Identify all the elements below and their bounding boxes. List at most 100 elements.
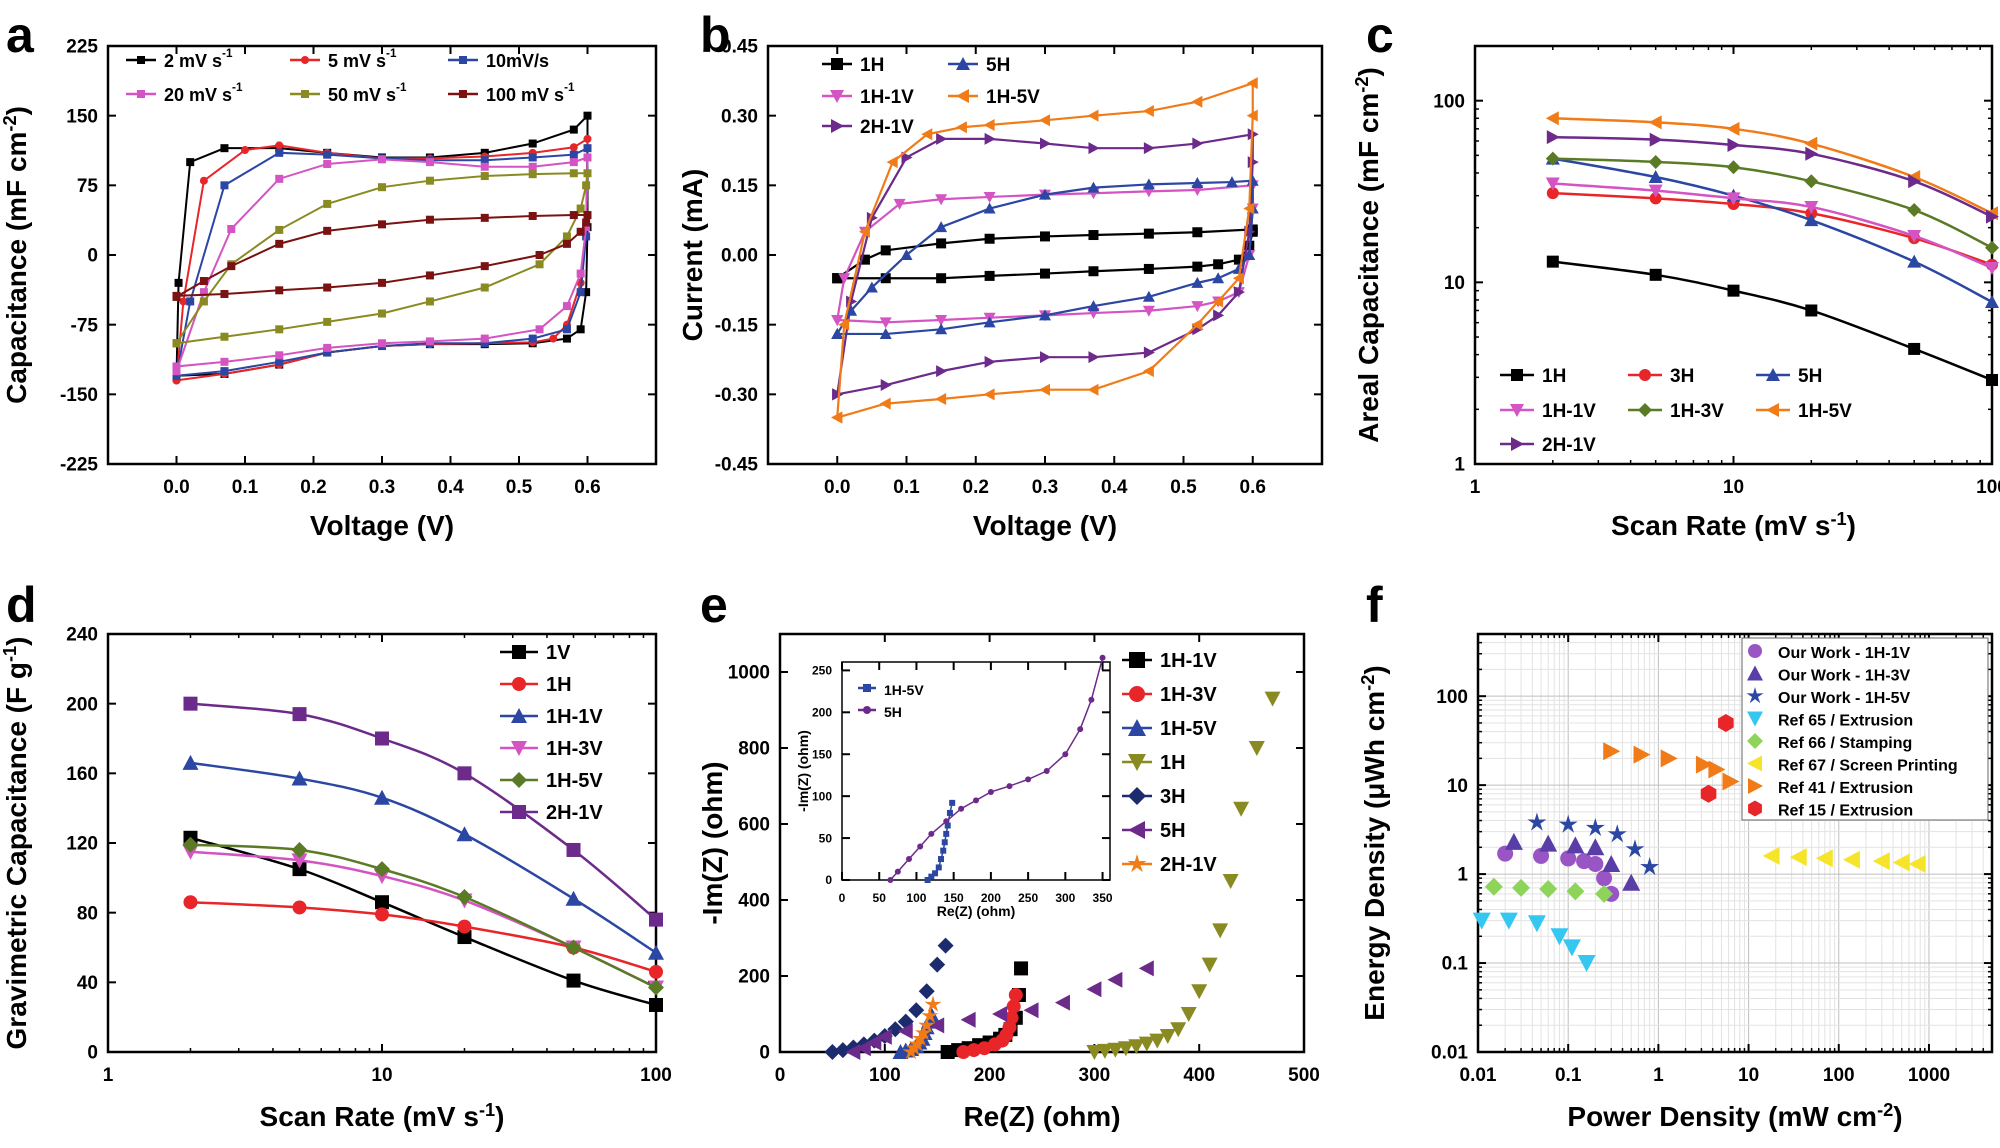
data-point bbox=[1246, 77, 1258, 90]
series-3h bbox=[1546, 187, 1998, 271]
legend-item: 1H-1V bbox=[822, 87, 914, 108]
series-line bbox=[190, 843, 657, 989]
series-2h-1v bbox=[902, 995, 942, 1060]
data-point bbox=[935, 221, 948, 233]
legend-item: 1H-5V bbox=[858, 682, 924, 698]
y-tick-label: 0.15 bbox=[721, 176, 758, 197]
series-1h-5v bbox=[182, 836, 664, 996]
legend-marker bbox=[1128, 787, 1146, 805]
data-point bbox=[1546, 187, 1559, 200]
legend-item: Our Work - 1H-3V bbox=[1747, 665, 1911, 685]
y-tick-label: 0.1 bbox=[1442, 954, 1469, 975]
data-point bbox=[582, 232, 591, 241]
data-point bbox=[1191, 177, 1204, 189]
y-tick-label: 800 bbox=[738, 739, 770, 760]
data-point bbox=[480, 339, 489, 348]
data-point bbox=[480, 172, 489, 181]
legend-marker bbox=[1747, 755, 1762, 772]
data-point bbox=[943, 818, 950, 825]
data-point bbox=[582, 181, 591, 190]
data-point bbox=[576, 204, 585, 213]
data-point bbox=[838, 318, 850, 331]
y-tick-label: 75 bbox=[77, 176, 99, 197]
y-tick-label: 50 bbox=[819, 831, 833, 845]
data-point bbox=[1213, 259, 1224, 270]
legend-item: 50 mV s-1 bbox=[290, 81, 407, 105]
data-point bbox=[935, 864, 942, 871]
data-point bbox=[943, 830, 950, 837]
legend-marker bbox=[956, 89, 969, 103]
data-point bbox=[928, 873, 935, 880]
data-point bbox=[1872, 852, 1890, 871]
data-point bbox=[1142, 365, 1154, 378]
data-point bbox=[1805, 146, 1819, 161]
series-2h-1v bbox=[183, 696, 663, 927]
data-point bbox=[1815, 849, 1833, 868]
series-1h-5v bbox=[924, 799, 956, 883]
legend-item: 5H bbox=[1122, 820, 1186, 842]
data-point bbox=[932, 870, 939, 877]
data-point bbox=[569, 150, 578, 159]
legend-item: Our Work - 1H-5V bbox=[1746, 687, 1911, 707]
data-point bbox=[425, 176, 434, 185]
data-point bbox=[457, 930, 472, 945]
x-tick-label: 0.5 bbox=[506, 477, 533, 498]
series-line bbox=[1552, 135, 1993, 218]
legend-marker bbox=[831, 58, 843, 70]
data-point bbox=[928, 830, 935, 837]
data-point bbox=[1986, 374, 1998, 387]
data-point bbox=[583, 153, 592, 162]
legend-label: 2H-1V bbox=[860, 117, 914, 138]
x-tick-label: 200 bbox=[981, 891, 1001, 905]
data-point bbox=[1726, 192, 1741, 206]
data-point bbox=[425, 271, 434, 280]
legend-marker bbox=[137, 90, 145, 98]
data-point bbox=[1649, 268, 1662, 281]
data-point bbox=[576, 288, 585, 297]
legend-marker bbox=[1127, 854, 1147, 873]
data-point bbox=[1040, 268, 1050, 279]
legend-label: 1H-1V bbox=[546, 706, 603, 728]
data-point bbox=[1212, 923, 1229, 939]
data-point bbox=[220, 367, 229, 376]
series-our-work-1h-3v bbox=[1504, 832, 1641, 891]
data-point bbox=[944, 822, 951, 829]
legend-item: 3H bbox=[1628, 366, 1694, 387]
legend-item: 1H bbox=[1122, 752, 1186, 774]
legend-marker bbox=[1748, 800, 1762, 817]
legend-label: 2 mV s-1 bbox=[164, 47, 233, 71]
data-point bbox=[378, 220, 386, 229]
data-point bbox=[649, 912, 663, 927]
data-point bbox=[1243, 249, 1256, 260]
data-point bbox=[425, 158, 434, 167]
y-tick-label: 100 bbox=[1436, 687, 1468, 708]
x-axis-title: Re(Z) (ohm) bbox=[937, 903, 1016, 919]
legend-marker bbox=[1510, 404, 1524, 417]
data-point bbox=[1107, 1042, 1124, 1058]
data-point bbox=[374, 861, 390, 878]
panel-letter-a: a bbox=[6, 7, 35, 63]
data-point bbox=[935, 323, 948, 335]
data-point bbox=[378, 309, 386, 318]
data-point bbox=[1908, 854, 1926, 873]
legend-item: Ref 65 / Extrusion bbox=[1747, 711, 1913, 730]
data-point bbox=[1985, 240, 1999, 255]
data-point bbox=[220, 290, 229, 299]
data-point bbox=[929, 1017, 945, 1034]
x-tick-label: 0.4 bbox=[437, 477, 464, 498]
legend-label: 1H-5V bbox=[1160, 718, 1217, 740]
data-point bbox=[528, 139, 537, 148]
data-point bbox=[182, 754, 199, 770]
x-axis-title: Re(Z) (ohm) bbox=[963, 1101, 1120, 1132]
x-tick-label: 0.6 bbox=[1240, 477, 1266, 498]
data-point bbox=[1040, 231, 1050, 242]
legend-label: 1H-5V bbox=[986, 87, 1040, 108]
data-point bbox=[917, 843, 924, 850]
data-point bbox=[1566, 836, 1585, 854]
data-point bbox=[1233, 254, 1244, 265]
series-1h-3v bbox=[1545, 151, 1999, 255]
data-point bbox=[921, 1006, 939, 1024]
data-point bbox=[832, 388, 844, 401]
data-point bbox=[858, 225, 870, 238]
data-point bbox=[893, 198, 906, 210]
